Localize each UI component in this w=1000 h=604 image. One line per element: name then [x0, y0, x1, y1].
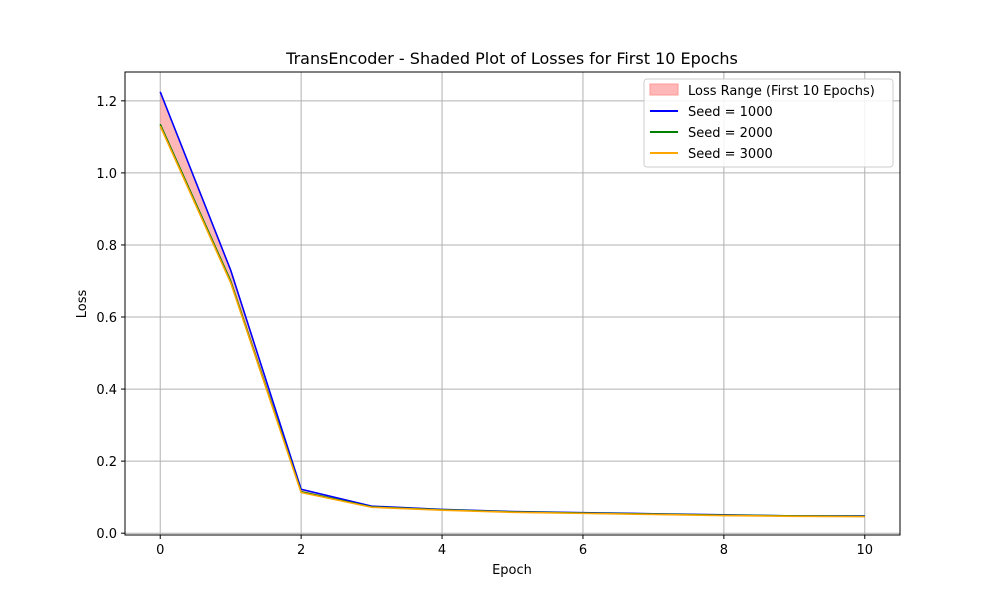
y-tick-label: 0.0 — [96, 527, 117, 542]
x-axis-ticks: 0 2 4 6 8 10 — [156, 535, 873, 558]
y-tick-label: 0.8 — [96, 239, 117, 254]
plot-area-frame — [124, 71, 901, 536]
grid-lines — [125, 72, 900, 535]
series-lines-layer — [159, 91, 865, 518]
y-axis-ticks: 0.0 0.2 0.4 0.6 0.8 1.0 1.2 — [96, 95, 125, 542]
y-tick-label: 0.6 — [96, 311, 117, 326]
y-tick-label: 0.4 — [96, 383, 117, 398]
x-axis-label: Epoch — [492, 563, 532, 578]
legend-label-seed-3000: Seed = 3000 — [688, 147, 773, 162]
y-axis-label: Loss — [75, 290, 90, 319]
y-tick-label: 0.2 — [96, 455, 117, 470]
legend-swatch-loss-range — [649, 83, 679, 96]
y-tick-label: 1.0 — [96, 167, 117, 182]
legend-box — [643, 78, 894, 168]
x-tick-label: 4 — [438, 543, 446, 558]
y-tick-label: 1.2 — [96, 95, 117, 110]
legend: Loss Range (First 10 Epochs) Seed = 1000… — [643, 78, 894, 168]
series-line-seed-3000 — [159, 125, 865, 518]
legend-label-seed-2000: Seed = 2000 — [688, 126, 773, 141]
x-tick-label: 8 — [720, 543, 728, 558]
x-tick-label: 0 — [156, 543, 164, 558]
x-tick-label: 6 — [579, 543, 587, 558]
chart-title: TransEncoder - Shaded Plot of Losses for… — [285, 49, 738, 68]
legend-label-seed-1000: Seed = 1000 — [688, 105, 773, 120]
legend-label-loss-range: Loss Range (First 10 Epochs) — [688, 84, 875, 99]
x-tick-label: 10 — [856, 543, 873, 558]
x-tick-label: 2 — [297, 543, 305, 558]
